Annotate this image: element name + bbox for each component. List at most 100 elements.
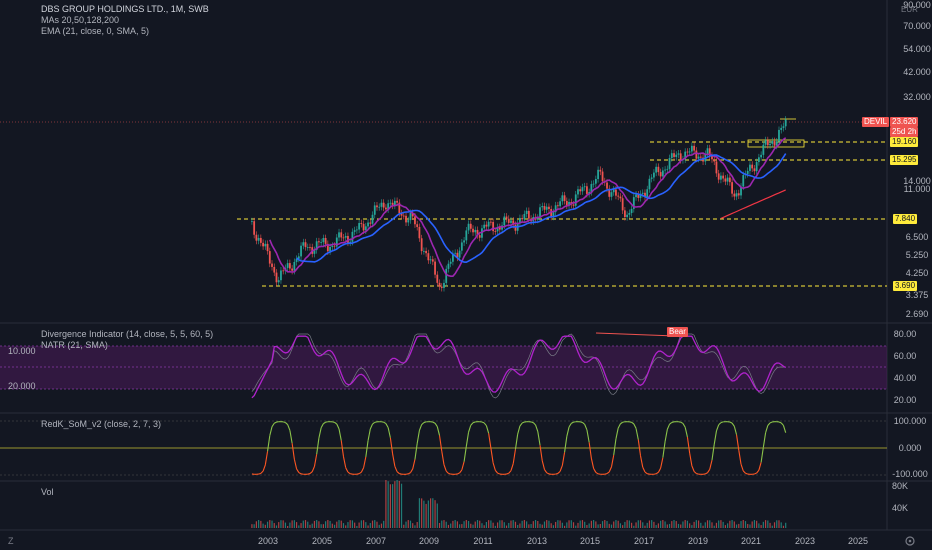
candle-body <box>427 253 430 261</box>
som-segment <box>383 421 387 425</box>
som-segment <box>620 421 623 425</box>
ma-legend[interactable]: MAs 20,50,128,200 <box>41 15 120 25</box>
som-segment <box>582 422 586 425</box>
divergence-band <box>0 346 887 389</box>
som-segment <box>580 421 583 424</box>
volume-bar <box>642 522 644 528</box>
volume-bar <box>695 520 697 528</box>
candle-body <box>668 158 671 169</box>
ema-legend[interactable]: EMA (21, close, 0, SMA, 5) <box>41 26 150 36</box>
natr-title[interactable]: NATR (21, SMA) <box>41 340 108 350</box>
price-tick: 4.250 <box>906 268 929 278</box>
som-segment <box>367 428 371 441</box>
volume-bar <box>704 522 706 528</box>
candle-body <box>329 246 331 252</box>
volume-bar <box>630 522 633 528</box>
volume-bar <box>615 520 617 528</box>
candle-body <box>559 201 562 207</box>
candle-body <box>389 202 392 204</box>
volume-bar <box>563 525 566 528</box>
candle-body <box>467 223 470 231</box>
volume-bar <box>624 521 626 528</box>
som-segment <box>756 469 760 474</box>
volume-bar <box>291 520 293 528</box>
candle-body <box>688 151 691 153</box>
som-tick: 0.000 <box>899 443 922 453</box>
volume-bar <box>300 523 302 528</box>
volume-bar <box>512 520 514 528</box>
som-segment <box>298 472 302 475</box>
candle-body <box>344 235 347 238</box>
candle-body <box>318 241 320 243</box>
volume-bar <box>329 520 331 528</box>
candle-body <box>757 157 760 163</box>
volume-bar <box>548 520 550 528</box>
volume-bar <box>416 522 418 528</box>
candle-body <box>378 206 381 208</box>
som-segment <box>410 468 414 473</box>
candle-body <box>436 274 439 283</box>
som-segment <box>631 421 635 425</box>
som-segment <box>365 440 369 457</box>
candle-body <box>632 197 635 209</box>
som-segment <box>461 461 465 471</box>
candle-body <box>769 143 771 146</box>
symbol-title[interactable]: DBS GROUP HOLDINGS LTD., 1M, SWB <box>41 4 209 14</box>
candle-body <box>340 232 343 238</box>
candle-body <box>639 193 642 198</box>
candle-body <box>313 250 316 254</box>
som-segment <box>566 426 570 437</box>
volume-bar <box>282 520 284 528</box>
volume-bar <box>666 524 668 528</box>
candle-body <box>391 202 394 206</box>
som-title[interactable]: RedK_SoM_v2 (close, 2, 7, 3) <box>41 419 162 429</box>
som-segment <box>635 428 639 440</box>
candle-body <box>396 200 398 203</box>
som-segment <box>782 425 787 433</box>
countdown-tag: 25d 2h <box>890 127 919 137</box>
div-left-tick: 20.000 <box>8 381 36 391</box>
volume-bar <box>336 521 338 528</box>
candle-body <box>438 282 441 287</box>
som-segment <box>559 465 563 472</box>
volume-bar <box>668 523 671 528</box>
divergence-title[interactable]: Divergence Indicator (14, close, 5, 5, 6… <box>41 329 214 339</box>
volume-bar <box>342 523 345 528</box>
volume-bar <box>727 523 729 528</box>
som-segment <box>633 423 637 429</box>
candle-body <box>706 148 709 154</box>
som-segment <box>711 444 715 461</box>
som-segment <box>664 429 668 442</box>
candle-body <box>300 245 302 257</box>
candle-body <box>324 237 327 244</box>
volume-bar <box>503 522 505 528</box>
som-segment <box>682 423 686 428</box>
candle-body <box>673 153 675 157</box>
som-segment <box>360 467 365 473</box>
candle-body <box>376 205 378 208</box>
gear-icon[interactable] <box>905 536 915 546</box>
z-icon[interactable]: Z <box>8 536 14 546</box>
volume-bar <box>318 521 320 528</box>
volume-bar <box>454 520 456 528</box>
volume-bar <box>389 484 391 528</box>
volume-bar <box>622 525 624 528</box>
volume-bar <box>610 524 613 528</box>
som-segment <box>588 442 592 459</box>
som-segment <box>374 421 378 423</box>
volume-title[interactable]: Vol <box>41 487 54 497</box>
som-segment <box>762 432 767 448</box>
volume-bar <box>398 480 400 528</box>
som-segment <box>342 456 347 468</box>
candle-body <box>452 253 454 262</box>
volume-bar <box>499 520 501 528</box>
som-segment <box>613 438 617 456</box>
som-segment <box>287 424 291 431</box>
candle-body <box>775 141 778 146</box>
volume-bar <box>689 523 691 528</box>
volume-bar <box>577 522 579 528</box>
candle-body <box>617 195 620 197</box>
candle-body <box>335 237 338 247</box>
volume-bar <box>360 520 362 528</box>
